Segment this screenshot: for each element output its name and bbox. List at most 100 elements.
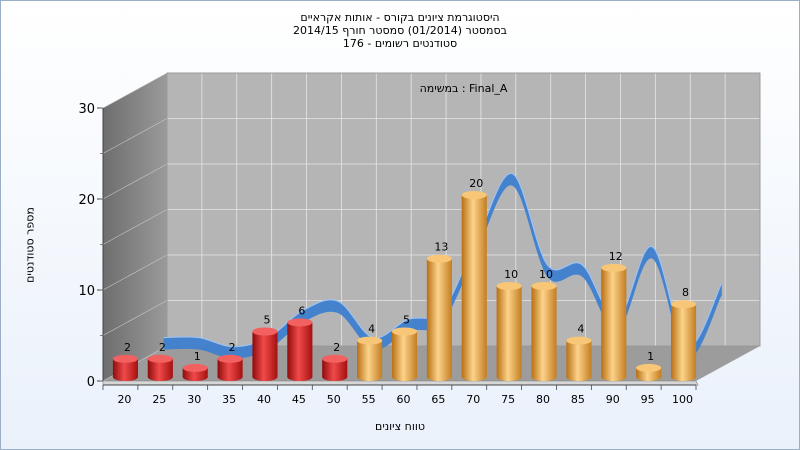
- histogram-bar-body: [147, 358, 173, 377]
- histogram-bar-top: [252, 327, 278, 336]
- histogram-bar-top: [112, 354, 138, 363]
- x-tick-label: 80: [536, 393, 550, 406]
- histogram-bar: [461, 191, 487, 381]
- histogram-bar: [357, 336, 383, 381]
- x-tick-label: 45: [292, 393, 306, 406]
- histogram-bar-base: [391, 373, 418, 381]
- histogram-bar-body: [636, 367, 662, 377]
- bar-value-label: 10: [539, 268, 553, 281]
- gridline-side: [102, 118, 168, 154]
- histogram-bar-top: [182, 363, 208, 372]
- gridline-side: [102, 72, 168, 109]
- x-tick-label: 70: [466, 393, 480, 406]
- histogram-bar-base: [636, 373, 662, 381]
- bar-value-label: 1: [194, 350, 201, 363]
- histogram-bar-base: [426, 373, 452, 381]
- gridline-side: [102, 163, 168, 200]
- histogram-bar-base: [357, 373, 383, 381]
- histogram-bar-top: [461, 191, 487, 199]
- histogram-bar-body: [671, 304, 697, 377]
- x-tick-label: 30: [187, 393, 201, 406]
- bar-value-label: 2: [159, 341, 166, 354]
- histogram-bar-top: [566, 336, 592, 345]
- trend-ribbon: [163, 173, 722, 360]
- y-tick-label: 20: [78, 193, 95, 208]
- histogram-bar-base: [147, 373, 173, 381]
- x-tick-label: 60: [397, 393, 411, 406]
- histogram-bar-base: [287, 373, 313, 381]
- histogram-bar-base: [182, 373, 208, 381]
- histogram-bar-body: [601, 267, 627, 377]
- y-tick-label: 30: [78, 102, 95, 117]
- chart-title-line-3: סטודנטים רשומים - 176: [342, 37, 458, 50]
- histogram-bar-base: [671, 373, 697, 381]
- bar-value-label: 8: [682, 286, 689, 299]
- histogram-bar: [217, 354, 243, 381]
- y-tick-label: 0: [87, 375, 95, 390]
- bar-value-label: 4: [368, 323, 375, 336]
- gridline-side: [102, 254, 168, 291]
- histogram-bar: [531, 282, 557, 381]
- histogram-bar-body: [112, 358, 138, 377]
- bar-value-label: 4: [577, 323, 584, 336]
- histogram-bar-base: [531, 373, 557, 381]
- histogram-bar-top: [287, 318, 313, 327]
- histogram-bar: [252, 327, 278, 381]
- histogram-bar-body: [182, 367, 208, 377]
- bar-value-label: 2: [333, 341, 340, 354]
- x-axis-label: טווח ציונים: [375, 420, 425, 433]
- histogram-bar: [287, 318, 313, 381]
- bar-value-label: 13: [434, 241, 448, 254]
- histogram-bar-top: [671, 300, 697, 309]
- x-tick-label: 35: [222, 393, 236, 406]
- bar-value-label: 10: [504, 268, 518, 281]
- histogram-bar-base: [217, 373, 243, 381]
- histogram-bar: [322, 354, 348, 381]
- histogram-bar-base: [461, 373, 487, 381]
- histogram-bar: [147, 354, 173, 381]
- histogram-bar-base: [601, 373, 627, 381]
- histogram-bar: [671, 300, 697, 381]
- histogram-bar-body: [531, 286, 557, 377]
- bar-value-label: 5: [403, 314, 410, 327]
- histogram-bar-body: [217, 358, 243, 377]
- histogram-bar-base: [252, 373, 278, 381]
- histogram-bar: [391, 327, 418, 381]
- histogram-bar-body: [426, 258, 452, 377]
- histogram-bar-top: [496, 282, 522, 290]
- bar-value-label: 2: [229, 341, 236, 354]
- histogram-bar-body: [252, 331, 278, 377]
- x-tick-label: 100: [672, 393, 693, 406]
- x-tick-label: 85: [571, 393, 585, 406]
- histogram-bar-base: [566, 373, 592, 381]
- bar-value-label: 1: [647, 350, 654, 363]
- bar-value-label: 20: [469, 177, 483, 190]
- histogram-bar: [496, 282, 522, 381]
- histogram-bar: [112, 354, 138, 381]
- histogram-bar-top: [357, 336, 383, 345]
- histogram-bar-top: [217, 354, 243, 363]
- histogram-bar: [426, 254, 452, 381]
- histogram-bar-top: [426, 254, 452, 263]
- gridline-side: [102, 209, 168, 245]
- x-tick-label: 65: [431, 393, 445, 406]
- histogram-bar-body: [461, 195, 487, 377]
- histogram-bar: [636, 363, 662, 381]
- x-tick-label: 20: [117, 393, 131, 406]
- histogram-bar-body: [287, 322, 313, 377]
- histogram-bar: [182, 363, 208, 381]
- histogram-bar-top: [147, 354, 173, 363]
- bar-value-label: 5: [263, 314, 270, 327]
- gridline-side: [102, 300, 168, 336]
- chart-title-line-1: היסטוגרמת ציונים בקורס - אותות אקראיים: [300, 11, 500, 24]
- histogram-bar-top: [531, 282, 557, 290]
- histogram-bar-top: [601, 263, 627, 272]
- bar-value-label: 6: [298, 304, 305, 317]
- histogram-bar-body: [496, 286, 522, 377]
- chart-annotation: במשימה : Final_A: [420, 82, 508, 95]
- plot-floor-edge: [102, 380, 699, 386]
- x-tick-label: 50: [327, 393, 341, 406]
- x-tick-label: 90: [606, 393, 620, 406]
- histogram-bar-body: [357, 340, 383, 377]
